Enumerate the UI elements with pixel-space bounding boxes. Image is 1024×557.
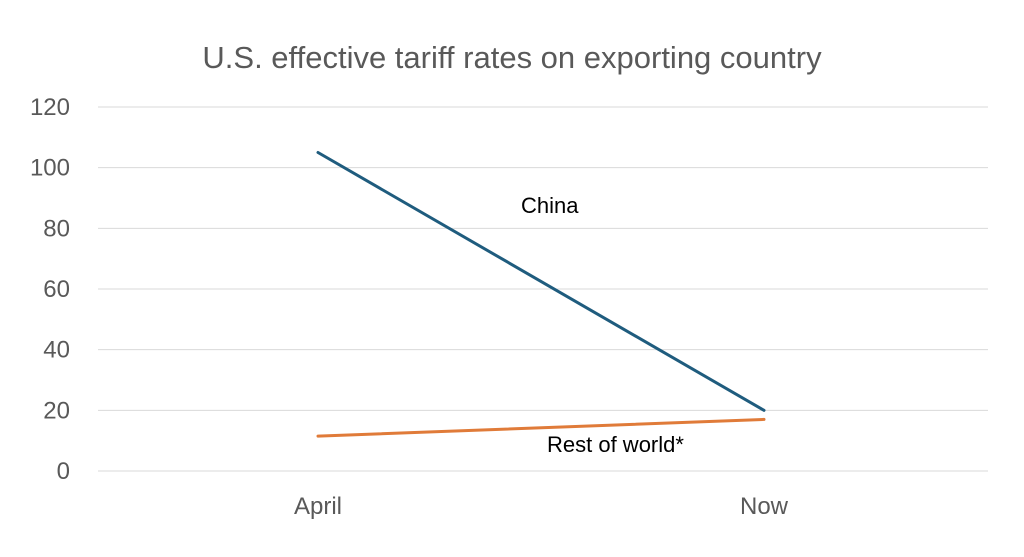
series-labels: China Rest of world*: [521, 193, 684, 457]
series-label: Rest of world*: [547, 432, 684, 457]
series-line-rest-of-world: [316, 417, 766, 438]
series-line-china: [316, 151, 766, 412]
x-axis-ticks: April Now: [294, 493, 789, 520]
y-tick-label: 120: [30, 94, 70, 121]
y-tick-label: 60: [43, 276, 70, 303]
series-label: China: [521, 193, 579, 218]
y-tick-label: 40: [43, 337, 70, 364]
x-tick-label: April: [294, 493, 342, 520]
y-tick-label: 20: [43, 397, 70, 424]
gridlines: [98, 106, 988, 472]
y-axis-ticks: 0 20 40 60 80 100 120: [30, 94, 70, 485]
y-tick-label: 0: [57, 458, 70, 485]
chart-title: U.S. effective tariff rates on exporting…: [202, 40, 822, 75]
y-tick-label: 100: [30, 155, 70, 182]
series-lines: [316, 151, 766, 438]
x-tick-label: Now: [740, 493, 789, 520]
y-tick-label: 80: [43, 215, 70, 242]
